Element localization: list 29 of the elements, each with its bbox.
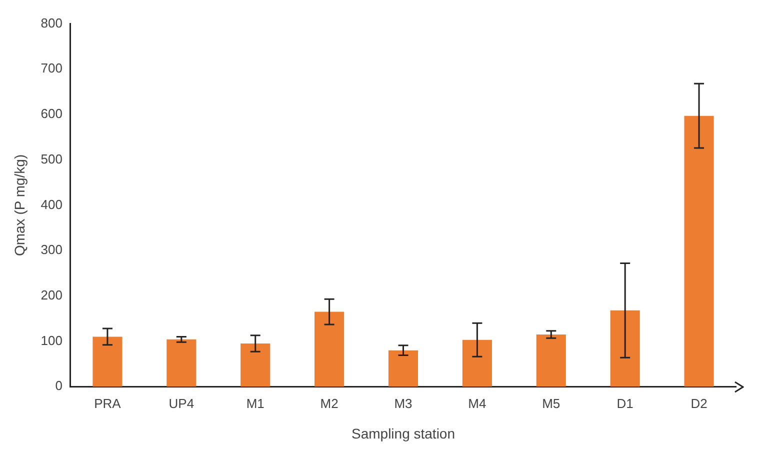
bar: [314, 312, 344, 387]
x-tick-label: D2: [690, 396, 708, 411]
bar: [462, 340, 492, 387]
x-tick-label: M3: [394, 396, 412, 411]
bar: [684, 116, 714, 387]
y-tick-label: 800: [40, 15, 62, 30]
bar: [610, 310, 640, 387]
bar: [536, 334, 566, 387]
x-tick-label: M2: [320, 396, 338, 411]
x-tick-label: M4: [468, 396, 486, 411]
x-tick-label: M5: [542, 396, 560, 411]
x-tick-label: D1: [616, 396, 634, 411]
x-tick-label: M1: [246, 396, 264, 411]
y-tick-label: 600: [40, 106, 62, 122]
y-tick-label: 300: [40, 242, 62, 258]
y-axis-title: Qmax (P mg/kg): [11, 154, 28, 256]
x-tick-label: PRA: [94, 396, 122, 411]
y-tick-label: 0: [55, 378, 62, 394]
bar: [388, 350, 418, 387]
x-tick-label: UP4: [168, 396, 194, 411]
y-tick-label: 400: [40, 196, 62, 212]
y-tick-label: 100: [40, 332, 62, 348]
x-axis-title: Sampling station: [351, 425, 456, 442]
y-tick-label: 700: [40, 60, 62, 76]
bar: [166, 339, 196, 387]
y-tick-label: 200: [40, 287, 62, 302]
bar: [240, 344, 270, 387]
y-tick-label: 500: [40, 151, 62, 166]
bar: [92, 336, 122, 387]
